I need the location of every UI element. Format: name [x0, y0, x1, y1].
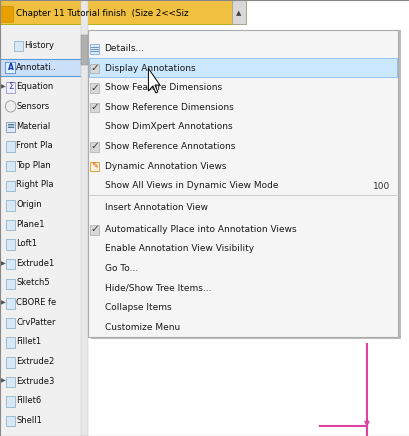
Text: ≡: ≡: [7, 121, 15, 131]
Bar: [88, 30, 397, 337]
Text: Display Annotations: Display Annotations: [104, 64, 195, 72]
Text: Details...: Details...: [104, 44, 144, 53]
Text: Loft1: Loft1: [16, 239, 37, 248]
FancyBboxPatch shape: [5, 62, 16, 74]
Text: Chapter 11 Tutorial finish  (Size 2<<Siz: Chapter 11 Tutorial finish (Size 2<<Siz: [16, 10, 188, 18]
Bar: [6, 318, 15, 328]
Text: Extrude1: Extrude1: [16, 259, 54, 268]
Text: Show All Views in Dynamic View Mode: Show All Views in Dynamic View Mode: [104, 181, 277, 190]
Text: ✓: ✓: [90, 102, 99, 112]
Bar: [6, 377, 15, 387]
Polygon shape: [364, 421, 369, 426]
Bar: [6, 239, 15, 250]
Bar: [6, 337, 15, 348]
Text: ✓: ✓: [90, 83, 99, 92]
Bar: [90, 64, 99, 73]
Text: ✓: ✓: [90, 225, 99, 234]
Text: Dynamic Annotation Views: Dynamic Annotation Views: [104, 162, 225, 170]
Bar: [6, 298, 15, 309]
Text: CBORE fe: CBORE fe: [16, 298, 56, 307]
Text: Σ: Σ: [8, 82, 13, 91]
Bar: [0, 59, 81, 76]
Bar: [0, 0, 245, 24]
Text: ▶: ▶: [0, 378, 5, 384]
Bar: [6, 357, 15, 368]
Bar: [90, 44, 99, 54]
Text: Insert Annotation View: Insert Annotation View: [104, 203, 207, 212]
Text: ✓: ✓: [90, 142, 99, 151]
Text: Show DimXpert Annotations: Show DimXpert Annotations: [104, 123, 231, 131]
Bar: [89, 58, 396, 77]
Text: A: A: [8, 63, 13, 72]
Text: ✓: ✓: [90, 63, 99, 73]
Bar: [6, 220, 15, 230]
Text: ✎: ✎: [91, 162, 98, 170]
Text: Automatically Place into Annotation Views: Automatically Place into Annotation View…: [104, 225, 295, 234]
Text: Show Reference Dimensions: Show Reference Dimensions: [104, 103, 233, 112]
Text: ▲: ▲: [235, 10, 241, 16]
Bar: [90, 30, 400, 339]
Text: Extrude2: Extrude2: [16, 357, 54, 366]
Text: Plane1: Plane1: [16, 220, 45, 228]
Text: Equation: Equation: [16, 82, 54, 91]
Text: Front Pla: Front Pla: [16, 141, 53, 150]
Text: ▶: ▶: [0, 261, 5, 266]
Text: Annotati..: Annotati..: [16, 63, 57, 72]
Text: Fillet6: Fillet6: [16, 396, 42, 405]
Text: Right Pla: Right Pla: [16, 181, 54, 189]
Bar: [6, 122, 15, 132]
Bar: [6, 181, 15, 191]
Bar: [0, 0, 88, 436]
Bar: [6, 416, 15, 426]
FancyBboxPatch shape: [0, 7, 13, 22]
Text: ▶: ▶: [0, 300, 5, 305]
Polygon shape: [148, 68, 160, 93]
Bar: [6, 82, 15, 93]
Text: Material: Material: [16, 122, 51, 130]
Bar: [81, 0, 88, 436]
Bar: [90, 225, 99, 235]
Bar: [6, 141, 15, 152]
Text: Show Feature Dimensions: Show Feature Dimensions: [104, 83, 221, 92]
Text: History: History: [25, 41, 54, 50]
Text: ▶: ▶: [0, 84, 5, 89]
Text: Collapse Items: Collapse Items: [104, 303, 171, 312]
Text: Sensors: Sensors: [16, 102, 49, 111]
Bar: [90, 162, 99, 171]
Bar: [90, 142, 99, 152]
Text: Fillet1: Fillet1: [16, 337, 41, 346]
Circle shape: [5, 101, 16, 112]
Text: Top Plan: Top Plan: [16, 161, 51, 170]
Bar: [231, 0, 245, 24]
Bar: [90, 83, 99, 93]
Text: Hide/Show Tree Items...: Hide/Show Tree Items...: [104, 284, 211, 293]
Text: Show Reference Annotations: Show Reference Annotations: [104, 142, 234, 151]
Bar: [14, 41, 23, 51]
Bar: [6, 279, 15, 289]
Bar: [90, 103, 99, 112]
Bar: [6, 259, 15, 269]
Text: 100: 100: [372, 182, 389, 191]
Text: Shell1: Shell1: [16, 416, 42, 425]
Text: Origin: Origin: [16, 200, 42, 209]
Text: Extrude3: Extrude3: [16, 377, 55, 385]
Text: Sketch5: Sketch5: [16, 279, 50, 287]
Bar: [81, 35, 88, 65]
Text: CrvPatter: CrvPatter: [16, 318, 56, 327]
Text: Customize Menu: Customize Menu: [104, 323, 180, 332]
Bar: [6, 161, 15, 171]
Bar: [6, 200, 15, 211]
Bar: [6, 396, 15, 407]
Text: Go To...: Go To...: [104, 264, 137, 273]
Text: Enable Annotation View Visibility: Enable Annotation View Visibility: [104, 245, 253, 253]
